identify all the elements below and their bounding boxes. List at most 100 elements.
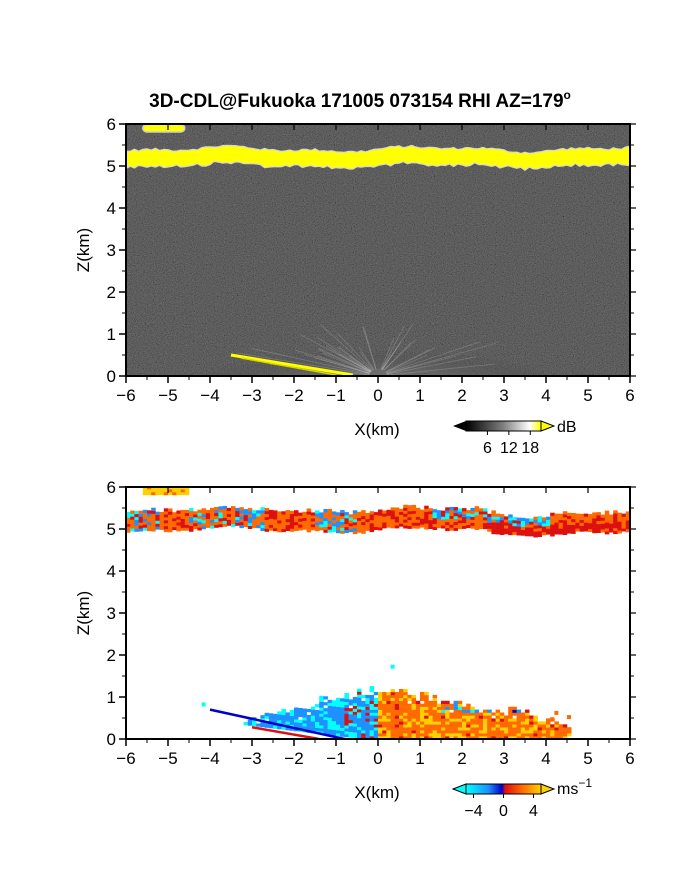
- velocity-cell: [436, 715, 442, 719]
- velocity-cell: [180, 487, 186, 490]
- cloud-fragment-echo: [142, 124, 186, 133]
- velocity-cell: [222, 517, 228, 521]
- velocity-cell: [369, 525, 375, 530]
- velocity-cell: [550, 533, 555, 537]
- velocity-cell: [382, 513, 387, 517]
- velocity-cell: [432, 712, 438, 716]
- velocity-cell: [382, 525, 387, 529]
- velocity-cell: [378, 712, 383, 716]
- velocity-cell: [231, 520, 236, 524]
- velocity-cell: [420, 736, 425, 739]
- velocity-cell: [407, 703, 412, 707]
- velocity-cell: [399, 692, 404, 696]
- velocity-cell: [218, 509, 223, 513]
- velocity-cell: [394, 513, 400, 517]
- velocity-y-tick-label: 5: [107, 520, 116, 539]
- velocity-cell: [357, 706, 362, 710]
- velocity-cell: [512, 724, 517, 728]
- velocity-cell: [218, 524, 223, 528]
- velocity-cell: [420, 697, 425, 701]
- velocity-cell: [432, 724, 438, 728]
- velocity-cell: [403, 504, 408, 508]
- velocity-cell: [466, 718, 471, 722]
- velocity-cell: [264, 522, 270, 526]
- velocity-cell: [487, 519, 492, 523]
- velocity-cell: [432, 733, 438, 737]
- velocity-cell: [428, 715, 433, 719]
- velocity-cell: [226, 507, 232, 512]
- velocity-cell: [512, 721, 517, 725]
- velocity-cell: [344, 529, 349, 533]
- velocity-cell: [533, 736, 538, 739]
- velocity-cell: [340, 730, 345, 734]
- velocity-cell: [432, 518, 438, 522]
- velocity-cell: [252, 522, 257, 526]
- velocity-cell: [562, 525, 568, 530]
- velocity-cell: [235, 507, 240, 512]
- velocity-cell: [424, 511, 429, 515]
- velocity-cell: [155, 526, 160, 530]
- velocity-cell: [474, 736, 480, 739]
- velocity-cell: [260, 527, 265, 531]
- velocity-cell: [470, 730, 475, 734]
- velocity-cell: [352, 711, 358, 715]
- velocity-cell: [168, 517, 173, 521]
- velocity-cell: [382, 522, 387, 526]
- velocity-cell: [411, 736, 417, 739]
- velocity-cell: [487, 513, 492, 517]
- velocity-cell: [625, 526, 630, 530]
- velocity-cell: [512, 523, 517, 527]
- velocity-cell: [466, 510, 471, 514]
- velocity-cell: [222, 514, 228, 518]
- velocity-cell: [373, 718, 379, 722]
- velocity-colorbar: ms−1 −4 0 4: [451, 776, 592, 820]
- velocity-cell: [235, 522, 240, 526]
- velocity-cell: [268, 518, 274, 522]
- velocity-cell: [201, 523, 207, 527]
- velocity-cell: [466, 524, 471, 528]
- velocity-cell: [222, 508, 228, 513]
- velocity-cell: [327, 511, 333, 515]
- velocity-cell: [554, 710, 559, 715]
- velocity-cell: [235, 513, 240, 517]
- velocity-cell: [466, 715, 471, 719]
- velocity-cell: [529, 527, 534, 531]
- velocity-cell: [491, 736, 496, 739]
- velocity-cell: [340, 521, 345, 525]
- velocity-cell: [541, 523, 547, 527]
- boundary-layer-streak: [314, 357, 379, 376]
- velocity-cell: [487, 715, 492, 719]
- velocity-cell: [441, 703, 446, 707]
- velocity-cell: [415, 733, 421, 737]
- velocity-cell: [390, 694, 396, 699]
- velocity-cell: [357, 715, 362, 719]
- velocity-cell: [315, 721, 320, 725]
- velocity-cell: [327, 723, 333, 727]
- velocity-cell: [550, 733, 555, 737]
- velocity-cell: [315, 715, 320, 720]
- velocity-cell: [415, 709, 421, 713]
- velocity-x-tick-label: −1: [326, 749, 345, 768]
- backscatter-colorbar-bar: [465, 420, 542, 432]
- velocity-cell: [516, 712, 522, 716]
- velocity-cell: [310, 712, 316, 716]
- velocity-cell: [470, 525, 475, 529]
- velocity-cell: [331, 715, 337, 719]
- velocity-cell: [378, 709, 383, 713]
- velocity-cell: [390, 519, 396, 523]
- velocity-cell: [226, 522, 232, 526]
- velocity-cell: [168, 523, 173, 527]
- velocity-cell: [386, 697, 391, 701]
- velocity-cell: [457, 526, 463, 530]
- velocity-colorbar-tick-label: 0: [499, 803, 508, 820]
- velocity-cell: [399, 700, 404, 704]
- boundary-layer-streak: [316, 336, 379, 376]
- velocity-cell: [327, 708, 333, 712]
- velocity-cell: [201, 520, 207, 524]
- velocity-cell: [126, 520, 131, 524]
- velocity-cell: [319, 716, 324, 720]
- velocity-cell: [445, 513, 450, 517]
- velocity-cell: [424, 706, 429, 710]
- velocity-cell: [273, 513, 278, 517]
- velocity-cell: [302, 720, 307, 724]
